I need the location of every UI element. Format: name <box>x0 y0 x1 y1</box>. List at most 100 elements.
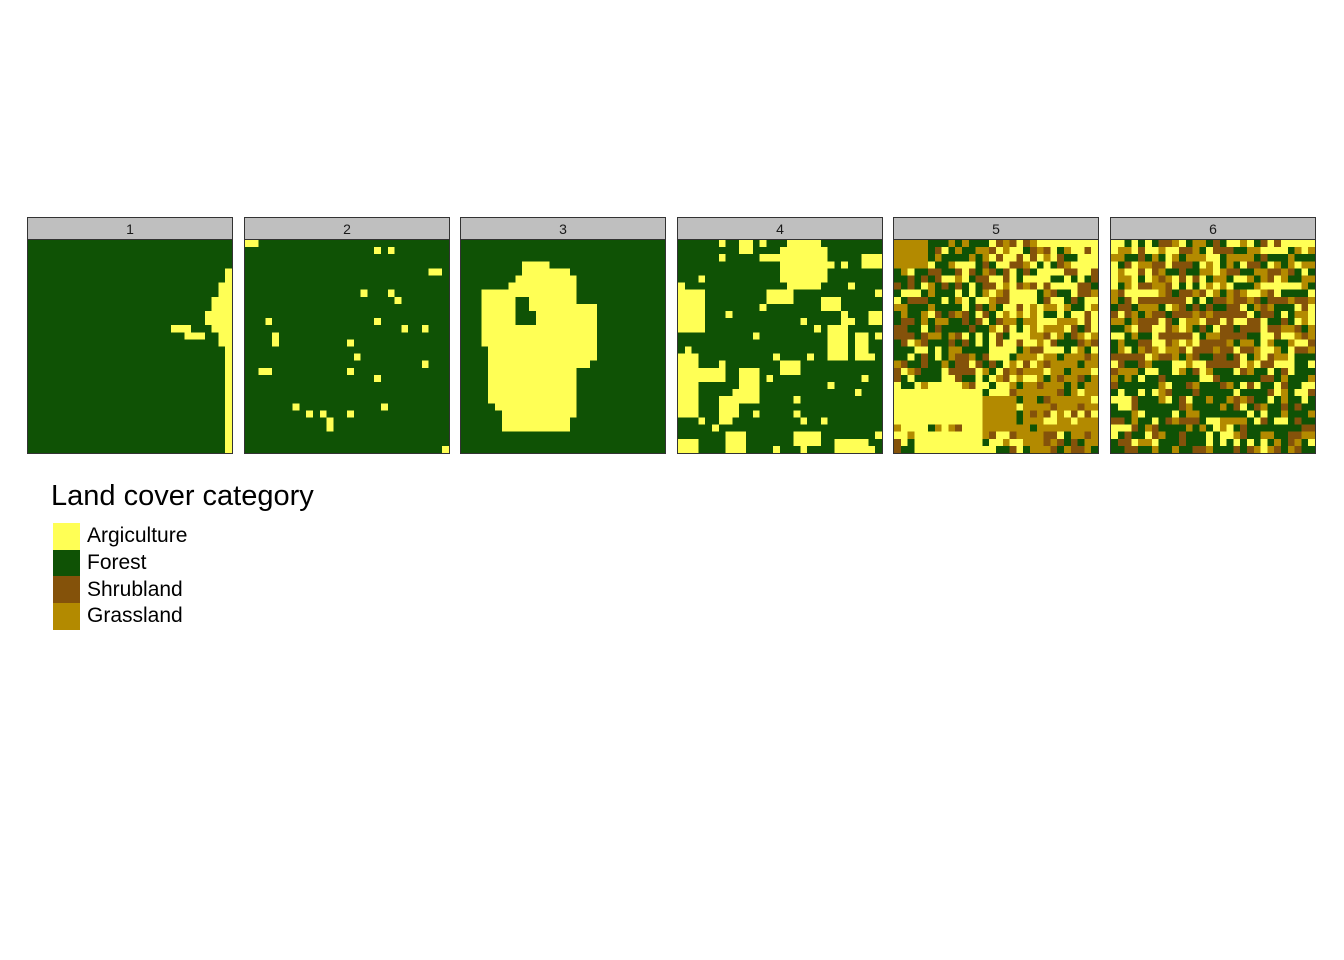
raster-cell <box>1057 431 1065 439</box>
raster-cell <box>1172 346 1180 354</box>
raster-cell <box>75 318 83 326</box>
raster-cell <box>184 254 192 262</box>
raster-cell <box>34 268 42 276</box>
raster-cell <box>421 282 429 290</box>
raster-cell <box>1070 303 1078 312</box>
raster-cell <box>793 254 801 262</box>
raster-cell <box>535 410 543 418</box>
raster-cell <box>374 438 382 447</box>
raster-cell <box>34 303 42 312</box>
raster-cell <box>658 353 665 361</box>
raster-cell <box>387 261 395 269</box>
raster-cell <box>1043 424 1051 432</box>
raster-cell <box>333 367 341 376</box>
raster-cell <box>1287 275 1295 283</box>
raster-cell <box>542 346 550 354</box>
raster-cell <box>739 332 747 340</box>
raster-cell <box>766 296 774 305</box>
raster-cell <box>982 424 990 432</box>
raster-cell <box>150 332 158 340</box>
raster-cell <box>861 339 869 347</box>
raster-cell <box>488 403 496 411</box>
raster-cell <box>725 403 733 411</box>
raster-cell <box>996 296 1003 305</box>
raster-cell <box>442 339 449 347</box>
raster-cell <box>644 289 652 297</box>
raster-cell <box>157 353 165 361</box>
raster-cell <box>299 346 307 354</box>
raster-cell <box>1009 431 1017 439</box>
raster-cell <box>705 261 713 269</box>
raster-cell <box>495 346 502 354</box>
raster-cell <box>265 311 273 319</box>
raster-cell <box>1084 389 1092 397</box>
raster-cell <box>1111 282 1118 290</box>
raster-cell <box>576 445 584 453</box>
raster-cell <box>421 403 429 411</box>
raster-cell <box>401 410 409 418</box>
raster-cell <box>387 332 395 340</box>
raster-cell <box>766 382 774 390</box>
raster-cell <box>814 332 821 340</box>
raster-cell <box>508 296 516 305</box>
raster-cell <box>204 360 212 368</box>
raster-cell <box>394 367 402 376</box>
raster-cell <box>848 410 855 418</box>
raster-cell <box>725 325 733 333</box>
raster-cell <box>814 410 821 418</box>
raster-cell <box>1016 417 1024 425</box>
raster-cell <box>1091 282 1098 290</box>
raster-cell <box>515 410 523 418</box>
raster-cell <box>1036 247 1044 255</box>
raster-cell <box>948 367 956 376</box>
raster-cell <box>164 311 171 319</box>
raster-cell <box>624 438 632 447</box>
raster-cell <box>617 445 625 453</box>
raster-cell <box>1240 247 1248 255</box>
raster-cell <box>461 346 468 354</box>
raster-cell <box>109 254 117 262</box>
raster-cell <box>1226 332 1234 340</box>
raster-cell <box>1213 311 1220 319</box>
raster-cell <box>1185 261 1193 269</box>
raster-cell <box>1009 296 1017 305</box>
raster-cell <box>1287 254 1295 262</box>
raster-cell <box>191 403 199 411</box>
raster-cell <box>143 296 151 305</box>
raster-cell <box>590 261 598 269</box>
raster-cell <box>41 403 49 411</box>
raster-cell <box>326 403 334 411</box>
raster-cell <box>739 254 747 262</box>
raster-cell <box>576 282 584 290</box>
raster-cell <box>875 261 882 269</box>
raster-cell <box>442 417 449 425</box>
raster-cell <box>299 332 307 340</box>
raster-cell <box>1287 311 1295 319</box>
raster-cell <box>1192 289 1200 297</box>
raster-cell <box>556 424 564 432</box>
raster-cell <box>299 431 307 439</box>
raster-cell <box>827 410 835 418</box>
raster-cell <box>1151 325 1159 333</box>
raster-map <box>460 240 666 454</box>
raster-cell <box>96 332 103 340</box>
raster-cell <box>143 424 151 432</box>
raster-cell <box>1091 445 1098 453</box>
raster-cell <box>590 445 598 453</box>
raster-cell <box>563 424 570 432</box>
raster-cell <box>62 424 69 432</box>
raster-cell <box>1091 289 1098 297</box>
raster-cell <box>1281 275 1288 283</box>
raster-cell <box>678 367 685 376</box>
raster-cell <box>1240 261 1248 269</box>
raster-cell <box>48 268 56 276</box>
raster-cell <box>563 240 570 248</box>
raster-cell <box>130 438 137 447</box>
raster-cell <box>563 268 570 276</box>
raster-cell <box>198 353 205 361</box>
raster-cell <box>130 332 137 340</box>
raster-cell <box>1165 268 1173 276</box>
raster-cell <box>41 240 49 248</box>
raster-cell <box>834 445 842 453</box>
raster-cell <box>637 332 645 340</box>
